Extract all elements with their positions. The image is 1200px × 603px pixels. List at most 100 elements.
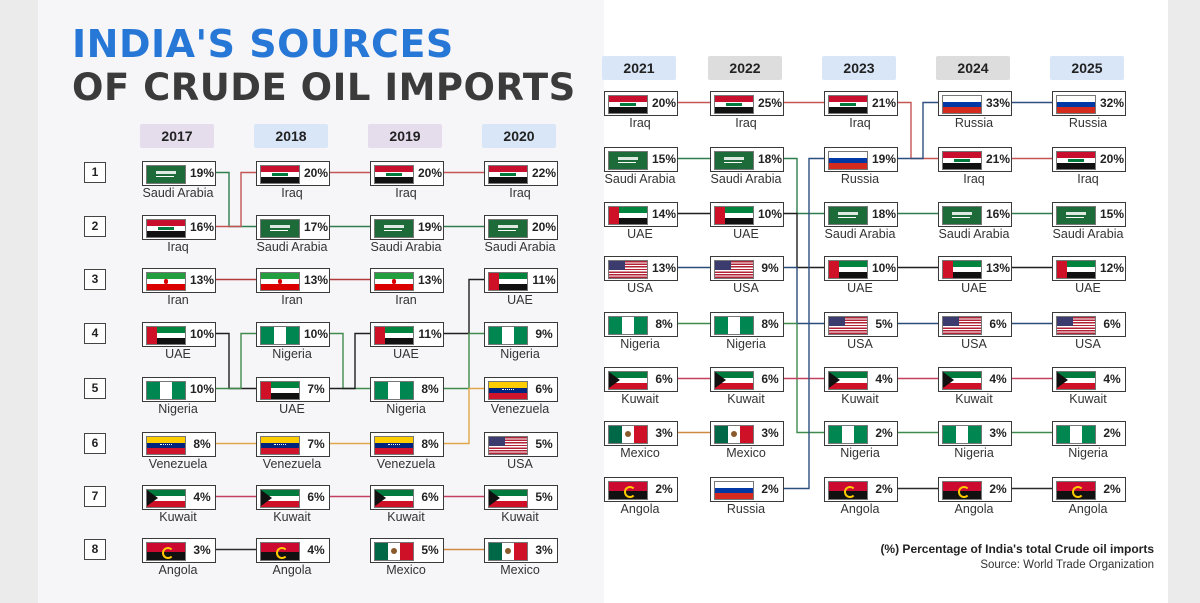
share-value: 13% [417,273,443,287]
country-name: Iraq [395,186,417,200]
country-card-saudi-arabia: 16% [938,202,1012,227]
country-name: Mexico [386,563,426,577]
country-card-saudi-arabia: 18% [710,147,784,172]
flag-nigeria-icon [260,326,300,345]
country-name: Nigeria [158,402,198,416]
flag-kuwait-icon [608,371,648,390]
source-note: Source: World Trade Organization [980,559,1154,571]
share-value: 8% [421,437,439,451]
flag-mexico-icon [714,425,754,444]
flag-uae-icon [1056,260,1096,279]
share-value: 20% [651,96,677,110]
rank-label: 2 [84,216,106,237]
share-value: 20% [1099,152,1125,166]
country-name: Saudi Arabia [370,240,442,254]
flag-nigeria-icon [714,316,754,335]
country-card-iraq: 20% [256,161,330,186]
country-name: Kuwait [955,392,993,406]
flag-kuwait-icon [1056,371,1096,390]
country-name: UAE [507,293,533,307]
flag-kuwait-icon [828,371,868,390]
country-name: Nigeria [500,347,540,361]
country-name: Kuwait [841,392,879,406]
country-name: Kuwait [621,392,659,406]
share-value: 15% [1099,207,1125,221]
share-value: 10% [189,327,215,341]
country-name: Kuwait [387,510,425,524]
flag-mexico-icon [608,425,648,444]
country-name: UAE [279,402,305,416]
flag-russia-icon [942,95,982,114]
country-name: Angola [158,563,198,577]
country-name: Nigeria [726,337,766,351]
country-name: Nigeria [386,402,426,416]
flag-nigeria-icon [146,381,186,400]
country-card-uae: 10% [142,322,216,347]
rank-label: 7 [84,486,106,507]
share-value: 5% [875,317,893,331]
country-name: Venezuela [376,457,436,471]
flag-usa-icon [714,260,754,279]
flag-uae-icon [488,272,528,291]
country-name: UAE [961,281,987,295]
flag-iran-icon [146,272,186,291]
share-value: 19% [189,166,215,180]
country-card-saudi-arabia: 17% [256,215,330,240]
share-value: 4% [1103,372,1121,386]
share-value: 13% [189,273,215,287]
country-name: Saudi Arabia [824,227,896,241]
country-card-uae: 13% [938,256,1012,281]
country-name: Kuwait [273,510,311,524]
country-name: USA [733,281,759,295]
flag-iraq-icon [714,95,754,114]
flag-saudi-arabia-icon [374,219,414,238]
share-value: 3% [989,426,1007,440]
flag-venezuela-icon [260,436,300,455]
flag-iran-icon [260,272,300,291]
country-name: UAE [165,347,191,361]
flag-kuwait-icon [146,489,186,508]
rank-label: 4 [84,323,106,344]
flag-saudi-arabia-icon [260,219,300,238]
flag-russia-icon [828,151,868,170]
country-card-kuwait: 6% [256,485,330,510]
flag-usa-icon [1056,316,1096,335]
flag-angola-icon [942,481,982,500]
share-value: 8% [655,317,673,331]
country-name: Iraq [1077,172,1099,186]
flag-uae-icon [714,206,754,225]
connector-line [214,171,256,228]
flag-iraq-icon [260,165,300,184]
country-name: Iraq [629,116,651,130]
flag-nigeria-icon [828,425,868,444]
connector-line [328,332,370,390]
share-value: 7% [307,382,325,396]
flag-saudi-arabia-icon [146,165,186,184]
rank-label: 1 [84,162,106,183]
country-card-uae: 11% [370,322,444,347]
year-header: 2018 [254,124,328,148]
flag-angola-icon [1056,481,1096,500]
connector-line [782,157,824,215]
country-card-mexico: 5% [370,538,444,563]
country-name: Iran [281,293,303,307]
flag-saudi-arabia-icon [714,151,754,170]
share-value: 2% [989,482,1007,496]
infographic: INDIA'S SOURCES OF CRUDE OIL IMPORTS 1 2 3… [38,0,1168,603]
country-card-russia: 33% [938,91,1012,116]
flag-usa-icon [942,316,982,335]
country-card-saudi-arabia: 20% [484,215,558,240]
share-value: 17% [303,220,329,234]
country-name: USA [1075,337,1101,351]
flag-uae-icon [608,206,648,225]
country-name: Iran [167,293,189,307]
country-name: Iraq [167,240,189,254]
country-name: USA [961,337,987,351]
country-card-iraq: 25% [710,91,784,116]
flag-venezuela-icon [374,436,414,455]
share-value: 21% [985,152,1011,166]
share-value: 19% [417,220,443,234]
share-value: 3% [193,543,211,557]
share-value: 6% [307,490,325,504]
country-name: Venezuela [490,402,550,416]
